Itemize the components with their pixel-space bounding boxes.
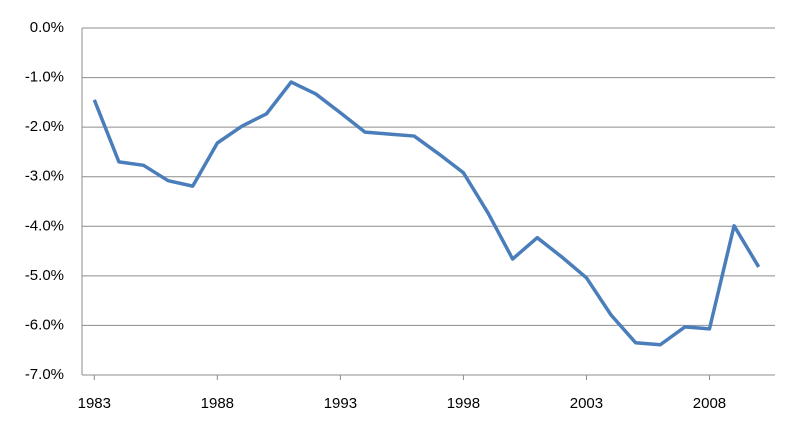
y-tick-label: -2.0% <box>25 118 64 135</box>
x-tick-label: 2003 <box>570 395 603 412</box>
x-tick-label: 1988 <box>201 395 234 412</box>
y-tick-label: -1.0% <box>25 69 64 86</box>
x-tick-label: 2008 <box>693 395 726 412</box>
line-series <box>92 80 761 347</box>
x-tick-label: 1993 <box>324 395 357 412</box>
x-tick-label: 1983 <box>78 395 111 412</box>
y-tick-label: -3.0% <box>25 168 64 185</box>
x-tick-label: 1998 <box>447 395 480 412</box>
y-tick-label: 0.0% <box>30 19 64 36</box>
y-tick-label: -4.0% <box>25 217 64 234</box>
y-tick-label: -7.0% <box>25 366 64 383</box>
y-tick-label: -5.0% <box>25 267 64 284</box>
y-tick-label: -6.0% <box>25 316 64 333</box>
